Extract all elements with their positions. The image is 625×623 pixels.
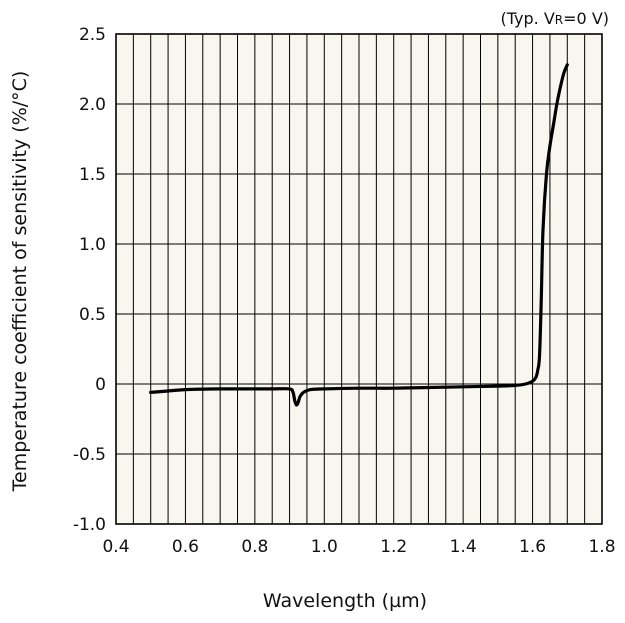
x-tick-label: 1.8	[588, 537, 615, 557]
y-tick-label: 1.0	[79, 235, 106, 255]
y-axis-label: Temperature coefficient of sensitivity (…	[9, 71, 31, 493]
x-tick-label: 0.4	[102, 537, 129, 557]
x-tick-label: 1.6	[519, 537, 546, 557]
x-tick-label: 1.4	[450, 537, 477, 557]
y-tick-label: 0.5	[79, 305, 106, 325]
x-tick-label: 1.0	[311, 537, 338, 557]
x-tick-label: 0.6	[172, 537, 199, 557]
y-tick-label: -0.5	[73, 445, 106, 465]
y-tick-label: 0	[95, 375, 106, 395]
x-tick-label: 1.2	[380, 537, 407, 557]
annotation-text: (Typ. VR=0 V)	[501, 9, 609, 28]
plot-frame	[115, 33, 603, 525]
y-tick-label: 2.0	[79, 95, 106, 115]
x-tick-labels: 0.4 0.6 0.8 1.0 1.2 1.4 1.6 1.8	[102, 537, 615, 557]
series-line	[149, 63, 569, 407]
y-tick-label: 1.5	[79, 165, 106, 185]
y-tick-label: -1.0	[73, 515, 106, 535]
grid	[116, 34, 602, 524]
x-axis-label: Wavelength (µm)	[263, 590, 427, 612]
x-tick-label: 0.8	[241, 537, 268, 557]
y-tick-labels: -1.0 -0.5 0 0.5 1.0 1.5 2.0 2.5	[73, 25, 106, 535]
y-tick-label: 2.5	[79, 25, 106, 45]
